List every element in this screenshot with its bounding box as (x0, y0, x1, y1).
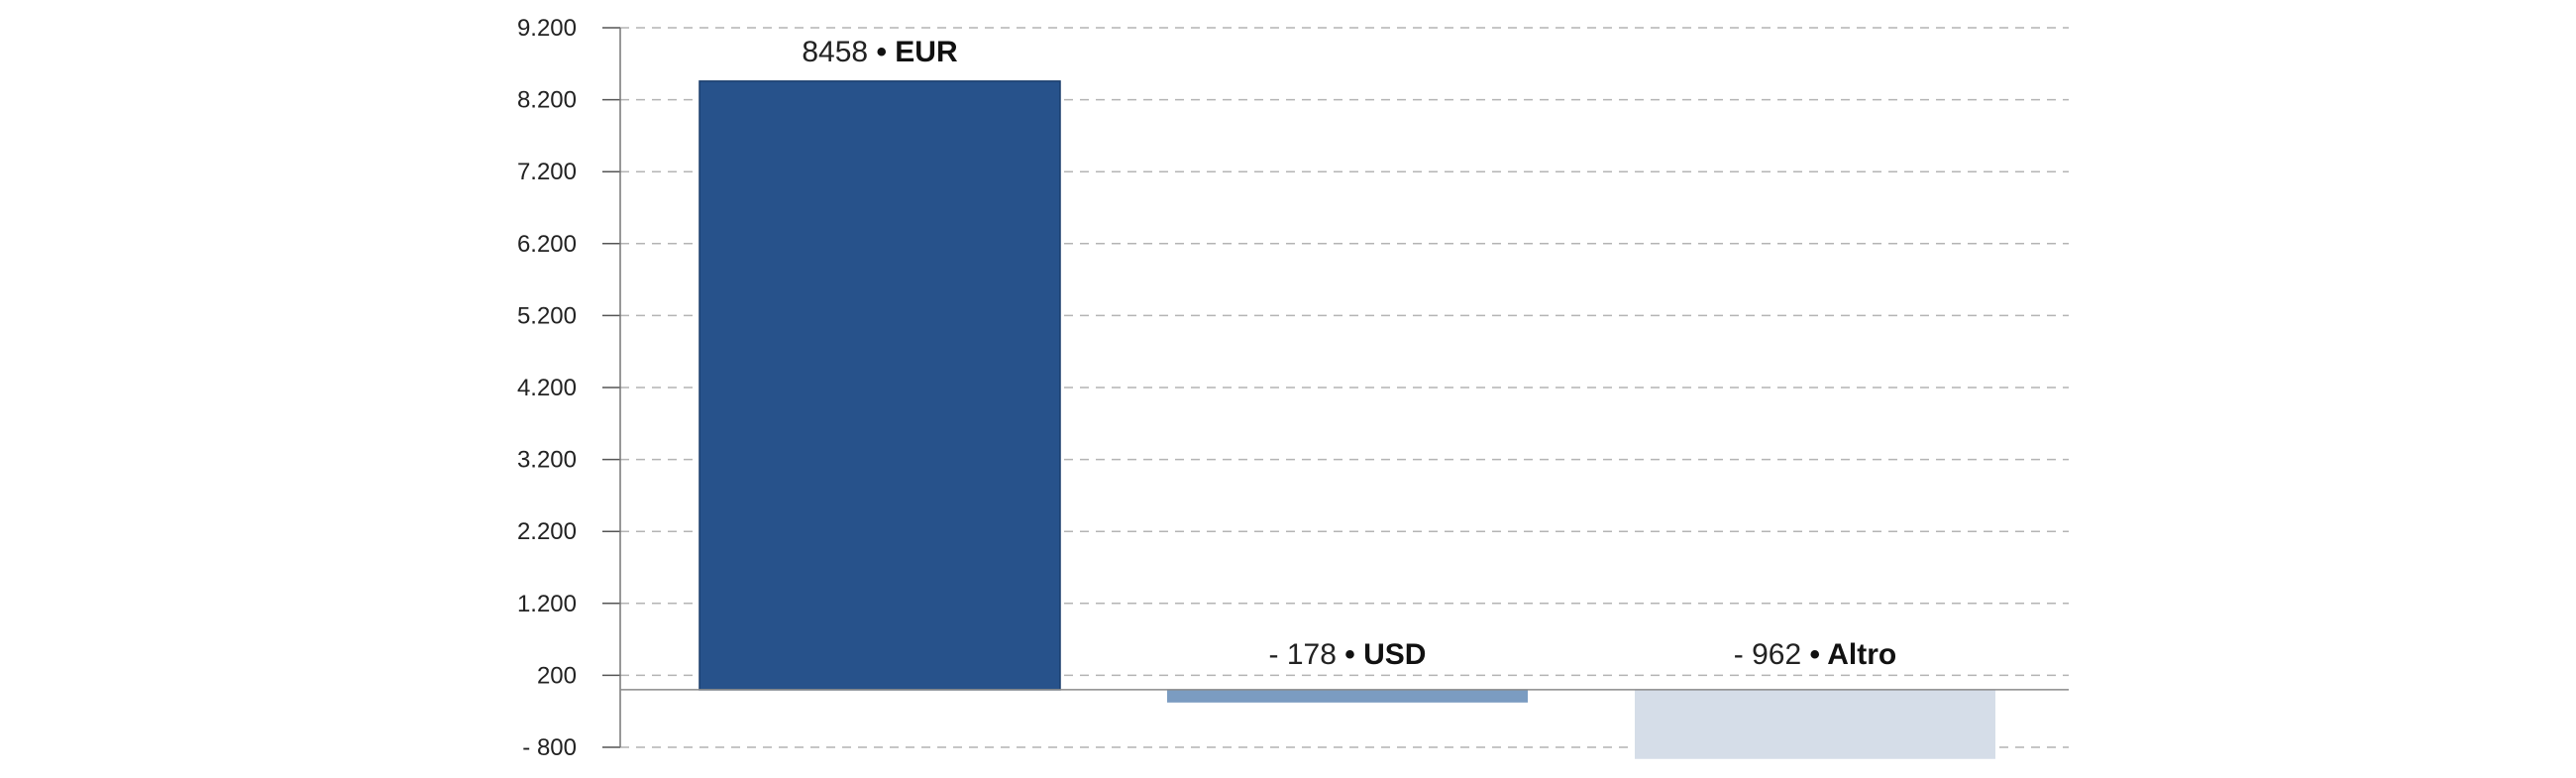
data-label-category: Altro (1827, 638, 1896, 671)
data-label-separator: • (876, 36, 895, 68)
y-tick-label: 9.200 (517, 15, 577, 42)
data-label-separator: • (1809, 638, 1827, 671)
y-tick-label: 1.200 (517, 591, 577, 617)
y-tick-label: 200 (537, 662, 577, 689)
y-tick-label: 5.200 (517, 302, 577, 329)
y-tick-label: 8.200 (517, 87, 577, 114)
y-tick-label: 3.200 (517, 447, 577, 474)
data-label-value: - 178 (1269, 638, 1345, 671)
y-tick-label: 4.200 (517, 375, 577, 401)
data-label-category: USD (1363, 638, 1426, 671)
data-label-category: EUR (895, 36, 958, 68)
data-label-value: 8458 (802, 36, 876, 68)
data-label-value: - 962 (1734, 638, 1810, 671)
y-tick-label: 6.200 (517, 231, 577, 258)
data-label-altro: - 962 • Altro (1734, 638, 1896, 671)
bar-altro (1635, 689, 1995, 759)
y-tick-label: - 800 (522, 734, 577, 761)
data-label-separator: • (1344, 638, 1363, 671)
y-tick-label: 7.200 (517, 159, 577, 185)
bar-usd (1167, 689, 1528, 703)
data-label-eur: 8458 • EUR (802, 36, 958, 68)
bar-eur (698, 80, 1061, 691)
data-label-usd: - 178 • USD (1269, 638, 1427, 671)
y-tick-label: 2.200 (517, 518, 577, 545)
